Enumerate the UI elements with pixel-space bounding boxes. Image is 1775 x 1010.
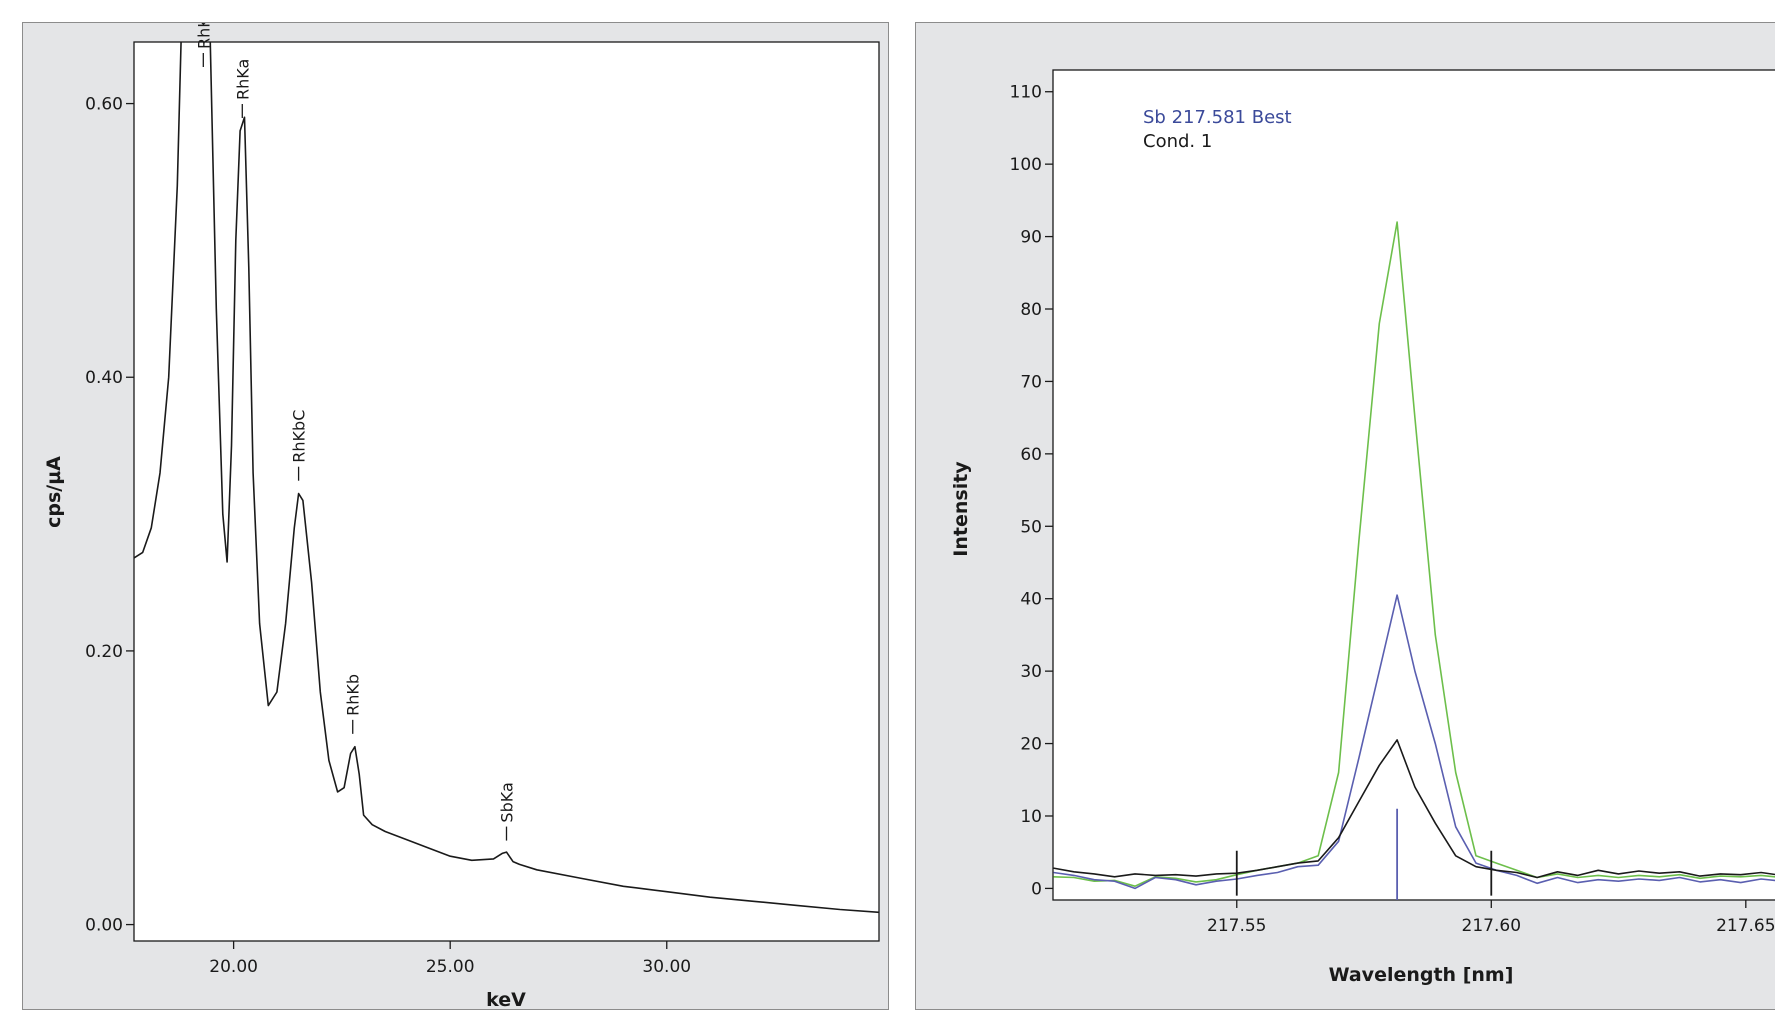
- y-tick-label: 20: [1020, 735, 1042, 755]
- y-axis-title: Intensity: [950, 461, 972, 557]
- peak-label: RhKbC: [290, 410, 309, 463]
- legend-entry: Sb 217.581 Best: [1143, 107, 1292, 128]
- y-tick-label: 50: [1020, 517, 1042, 537]
- series-line-2: [1053, 594, 1775, 890]
- x-tick-label: 217.55: [1207, 916, 1266, 936]
- y-tick-label: 90: [1020, 228, 1042, 248]
- energy-spectrum-chart: 0.00 0.20 0.40 0.60 20.00 25.00 30.00 keV cps/µA…: [43, 23, 880, 1009]
- peak-label: SbKa: [498, 782, 517, 822]
- y-tick-label: 80: [1020, 300, 1042, 320]
- x-axis-title: Wavelength [nm]: [1329, 964, 1514, 986]
- y-tick-label: 10: [1020, 807, 1042, 827]
- y-tick-label: 40: [1020, 590, 1042, 610]
- y-tick-label: 0.00: [85, 916, 123, 936]
- y-axis-title: cps/µA: [43, 456, 65, 528]
- plot-area: [133, 41, 880, 942]
- plot-area: [1052, 69, 1775, 901]
- plot-lines: [1053, 221, 1775, 900]
- x-tick-label: 217.60: [1462, 916, 1521, 936]
- y-tick-label: 30: [1020, 662, 1042, 682]
- series-line-1: [134, 42, 879, 914]
- energy-spectrum-panel: 0.00 0.20 0.40 0.60 20.00 25.00 30.00 keV cps/µA…: [22, 22, 889, 1010]
- x-tick-label: 217.65: [1716, 916, 1775, 936]
- x-tick-label: 30.00: [642, 957, 691, 977]
- y-tick-label: 70: [1020, 372, 1042, 392]
- plot-lines: [134, 42, 879, 914]
- y-tick-label: 110: [1010, 83, 1042, 103]
- y-tick-label: 0.20: [85, 642, 123, 662]
- y-tick-label: 0.60: [85, 95, 123, 115]
- y-tick-label: 0: [1031, 879, 1042, 899]
- x-tick-label: 20.00: [209, 957, 258, 977]
- legend-entry: Cond. 1: [1143, 131, 1212, 152]
- peak-label: RhKa: [233, 59, 252, 100]
- peak-label: RhKb: [344, 674, 363, 716]
- peak-label: RhKaC: [194, 23, 213, 49]
- y-tick-label: 100: [1010, 155, 1042, 175]
- wavelength-spectrum-chart: 0 10 20 30 40 50 60 70 80 90 100 110 217.55 217.60 217…: [950, 69, 1775, 986]
- wavelength-spectrum-panel: 0 10 20 30 40 50 60 70 80 90 100 110 217.55 217.60 217…: [915, 22, 1775, 1010]
- y-tick-label: 60: [1020, 445, 1042, 465]
- series-line-1: [1053, 221, 1775, 888]
- y-tick-label: 0.40: [85, 368, 123, 388]
- series-line-3: [1053, 739, 1775, 879]
- x-tick-label: 25.00: [426, 957, 475, 977]
- x-axis-title: keV: [486, 989, 526, 1009]
